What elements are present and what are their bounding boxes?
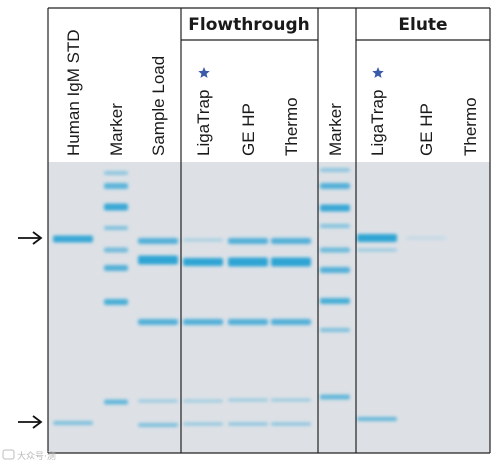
- band-lane-6-29: [271, 422, 311, 426]
- band-lane-7-30: [320, 168, 350, 172]
- lane-label-10: Thermo: [461, 97, 480, 156]
- band-lane-7-38: [320, 394, 350, 400]
- band-lane-3-13: [138, 399, 178, 403]
- band-lane-9-42: [406, 236, 446, 240]
- band-lane-7-37: [320, 328, 350, 332]
- band-lane-7-36: [320, 298, 350, 304]
- band-lane-4-19: [183, 422, 223, 426]
- band-lane-3-10: [138, 238, 178, 244]
- band-lane-4-16: [183, 258, 223, 266]
- watermark-logo-icon: [2, 449, 15, 460]
- watermark: 大众号·测: [2, 449, 56, 462]
- band-lane-7-31: [320, 183, 350, 189]
- lane-label-4: LigaTrap: [194, 90, 213, 156]
- band-lane-5-23: [228, 398, 268, 402]
- band-lane-2-9: [104, 399, 128, 405]
- panel-borders: [47, 7, 491, 454]
- light-chain-arrow: [18, 415, 43, 429]
- band-lane-4-15: [183, 238, 223, 242]
- lane-label-1: Human IgM STD: [64, 29, 83, 156]
- band-lane-7-33: [320, 224, 350, 228]
- band-lane-7-34: [320, 247, 350, 253]
- band-lane-2-4: [104, 203, 128, 211]
- band-lane-6-28: [271, 398, 311, 402]
- gel-bands: [53, 168, 446, 427]
- band-lane-1-1: [53, 421, 93, 425]
- band-lane-1-0: [53, 235, 93, 243]
- lane-label-2: Marker: [107, 103, 126, 156]
- lane-stars: [198, 67, 384, 78]
- band-lane-8-40: [357, 248, 397, 252]
- group-label-elute: Elute: [398, 15, 447, 35]
- star-icon-lane-4: [198, 67, 210, 78]
- band-lane-2-3: [104, 183, 128, 189]
- band-lane-4-17: [183, 319, 223, 325]
- lane-label-3: Sample Load: [149, 56, 168, 156]
- band-lane-3-12: [138, 319, 178, 325]
- band-lane-3-14: [138, 423, 178, 427]
- band-lane-5-22: [228, 319, 268, 325]
- band-lane-2-8: [104, 299, 128, 305]
- band-lane-5-21: [228, 257, 268, 267]
- lane-label-6: Thermo: [282, 97, 301, 156]
- lane-label-7: Marker: [326, 103, 345, 156]
- band-lane-5-24: [228, 422, 268, 426]
- band-lane-3-11: [138, 255, 178, 265]
- watermark-text: 大众号·测: [17, 450, 56, 462]
- star-icon-lane-8: [372, 67, 384, 78]
- band-lane-7-32: [320, 204, 350, 212]
- lane-label-9: GE HP: [417, 103, 436, 156]
- group-label-flowthrough: Flowthrough: [188, 15, 310, 35]
- heavy-chain-arrow: [18, 231, 43, 245]
- band-lane-5-20: [228, 238, 268, 244]
- band-lane-4-18: [183, 399, 223, 403]
- band-lane-2-6: [104, 247, 128, 253]
- lane-labels: Human IgM STD Marker Sample Load LigaTrap GE…: [64, 29, 480, 156]
- band-lane-6-27: [271, 319, 311, 325]
- band-lane-2-5: [104, 226, 128, 230]
- lane-label-5: GE HP: [239, 103, 258, 156]
- band-lane-2-7: [104, 265, 128, 271]
- band-lane-6-26: [271, 257, 311, 267]
- band-lane-7-35: [320, 267, 350, 273]
- band-lane-8-41: [357, 417, 397, 421]
- lane-label-8: LigaTrap: [368, 90, 387, 156]
- band-lane-8-39: [357, 234, 397, 242]
- band-lane-2-2: [104, 171, 128, 175]
- band-lane-6-25: [271, 238, 311, 244]
